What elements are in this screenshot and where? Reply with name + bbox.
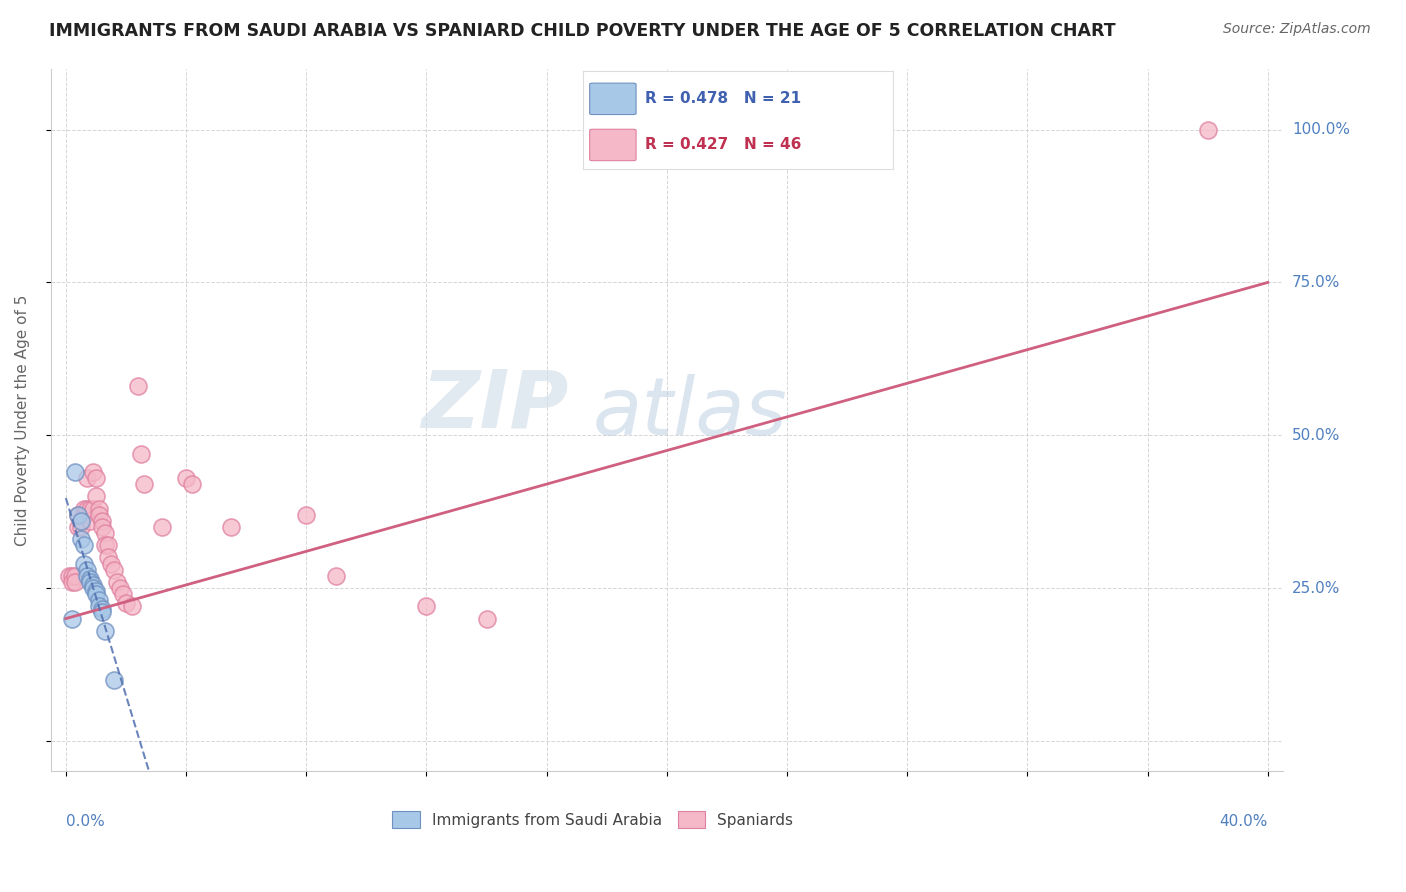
- Text: atlas: atlas: [593, 374, 787, 452]
- Y-axis label: Child Poverty Under the Age of 5: Child Poverty Under the Age of 5: [15, 294, 30, 546]
- Point: [87, 501, 110, 516]
- Point: [87, 508, 110, 522]
- Point: [63, 465, 86, 479]
- Point: [73, 501, 96, 516]
- Text: Source: ZipAtlas.com: Source: ZipAtlas.com: [1223, 22, 1371, 37]
- Point: [415, 599, 437, 614]
- Point: [475, 611, 498, 625]
- Point: [76, 568, 98, 582]
- Point: [127, 379, 149, 393]
- Point: [70, 514, 93, 528]
- Text: 0.0%: 0.0%: [66, 814, 104, 830]
- Legend: Immigrants from Saudi Arabia, Spaniards: Immigrants from Saudi Arabia, Spaniards: [387, 805, 800, 834]
- Point: [58, 568, 80, 582]
- Point: [60, 574, 83, 589]
- Point: [87, 599, 110, 614]
- Point: [84, 587, 107, 601]
- Point: [73, 557, 96, 571]
- Text: 50.0%: 50.0%: [1292, 428, 1340, 442]
- Point: [94, 538, 117, 552]
- Point: [94, 624, 117, 638]
- Text: IMMIGRANTS FROM SAUDI ARABIA VS SPANIARD CHILD POVERTY UNDER THE AGE OF 5 CORREL: IMMIGRANTS FROM SAUDI ARABIA VS SPANIARD…: [49, 22, 1116, 40]
- FancyBboxPatch shape: [589, 83, 636, 114]
- Point: [105, 574, 128, 589]
- Point: [111, 587, 134, 601]
- Point: [295, 508, 318, 522]
- Point: [82, 581, 104, 595]
- Point: [79, 501, 101, 516]
- Point: [84, 489, 107, 503]
- Point: [1197, 122, 1219, 136]
- Point: [63, 568, 86, 582]
- Text: 75.0%: 75.0%: [1292, 275, 1340, 290]
- Point: [60, 611, 83, 625]
- Text: 40.0%: 40.0%: [1219, 814, 1268, 830]
- Point: [129, 446, 152, 460]
- Point: [66, 508, 89, 522]
- Point: [79, 572, 101, 586]
- Point: [90, 514, 112, 528]
- Point: [174, 471, 197, 485]
- Point: [70, 520, 93, 534]
- Point: [94, 526, 117, 541]
- Point: [103, 673, 125, 687]
- Point: [90, 606, 112, 620]
- Point: [90, 520, 112, 534]
- Point: [79, 574, 101, 589]
- FancyBboxPatch shape: [589, 129, 636, 161]
- Point: [97, 538, 120, 552]
- Point: [132, 477, 155, 491]
- Text: R = 0.478   N = 21: R = 0.478 N = 21: [645, 91, 801, 106]
- Point: [76, 501, 98, 516]
- Point: [70, 532, 93, 546]
- Point: [181, 477, 204, 491]
- Point: [82, 578, 104, 592]
- Point: [90, 602, 112, 616]
- Point: [121, 599, 143, 614]
- Point: [108, 581, 131, 595]
- Point: [97, 550, 120, 565]
- Text: 25.0%: 25.0%: [1292, 581, 1340, 596]
- Text: ZIP: ZIP: [420, 367, 568, 445]
- Text: R = 0.427   N = 46: R = 0.427 N = 46: [645, 137, 801, 153]
- Point: [79, 514, 101, 528]
- Point: [103, 563, 125, 577]
- Point: [76, 563, 98, 577]
- Point: [150, 520, 173, 534]
- Point: [100, 557, 122, 571]
- Point: [82, 465, 104, 479]
- Point: [82, 501, 104, 516]
- Point: [325, 568, 347, 582]
- Point: [63, 574, 86, 589]
- Point: [70, 514, 93, 528]
- Point: [84, 584, 107, 599]
- Point: [87, 593, 110, 607]
- Point: [60, 568, 83, 582]
- Point: [115, 596, 138, 610]
- Point: [76, 471, 98, 485]
- Point: [219, 520, 242, 534]
- Point: [73, 538, 96, 552]
- Point: [73, 508, 96, 522]
- Point: [84, 471, 107, 485]
- Text: 100.0%: 100.0%: [1292, 122, 1350, 137]
- Point: [66, 508, 89, 522]
- Point: [66, 520, 89, 534]
